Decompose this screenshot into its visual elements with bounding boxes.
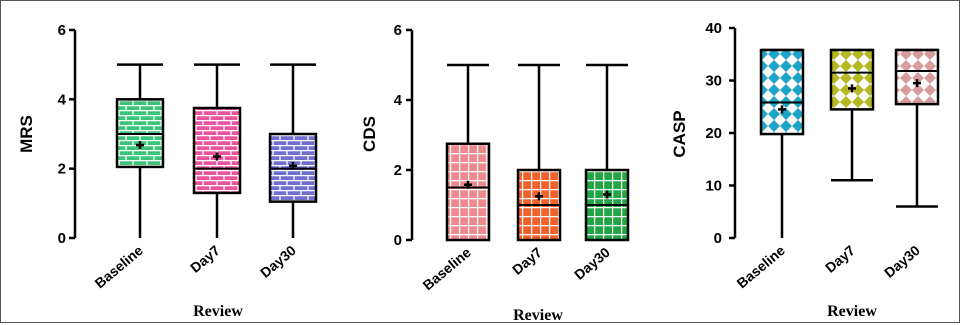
x-tick-label: Day7 xyxy=(187,242,223,276)
x-tick-label: Day30 xyxy=(571,244,613,283)
box-iqr xyxy=(829,48,875,111)
y-tick-label: 2 xyxy=(394,162,402,179)
y-tick-label: 4 xyxy=(394,92,403,109)
y-tick-label: 40 xyxy=(705,20,722,37)
y-tick-label: 4 xyxy=(58,91,67,108)
mean-marker xyxy=(213,152,221,161)
y-tick-label: 0 xyxy=(714,230,722,247)
panel-cds: CDS Review xyxy=(360,116,563,324)
x-tick-label: Baseline xyxy=(420,244,475,293)
x-tick-label: Baseline xyxy=(734,242,789,291)
mean-marker xyxy=(778,105,786,114)
y-tick-label: 0 xyxy=(394,232,402,249)
y-tick-label: 6 xyxy=(394,22,402,39)
x-tick-label: Day30 xyxy=(257,242,299,281)
x-tick-label: Day30 xyxy=(881,242,923,281)
box-iqr xyxy=(192,106,242,195)
y-tick-label: 6 xyxy=(58,22,66,39)
box-iqr xyxy=(759,48,805,136)
panel-mrs: MRS Review xyxy=(17,115,243,320)
y-axis-label: CDS xyxy=(360,116,379,152)
mean-marker xyxy=(464,180,472,189)
x-tick-label: Day7 xyxy=(509,244,545,278)
x-axis-label: Review xyxy=(193,303,243,320)
x-tick-label: Day7 xyxy=(822,242,858,276)
x-axis-label: Review xyxy=(827,303,877,320)
panel-casp: CASP Review xyxy=(670,110,877,320)
x-tick-label: Baseline xyxy=(92,242,147,291)
mean-marker xyxy=(136,141,144,150)
y-tick-label: 10 xyxy=(705,178,722,195)
y-tick-label: 30 xyxy=(705,73,722,90)
box-iqr xyxy=(445,142,491,242)
y-axis-label: CASP xyxy=(670,110,689,157)
box-iqr xyxy=(894,48,940,106)
mean-marker xyxy=(289,161,297,170)
y-tick-label: 0 xyxy=(58,230,66,247)
mean-marker xyxy=(913,79,921,88)
mean-marker xyxy=(603,190,611,199)
y-axis-label: MRS xyxy=(17,115,36,153)
mean-marker xyxy=(848,84,856,93)
y-tick-label: 20 xyxy=(705,125,722,142)
mean-marker xyxy=(535,192,543,201)
x-axis-label: Review xyxy=(513,307,563,324)
y-tick-label: 2 xyxy=(58,161,66,178)
